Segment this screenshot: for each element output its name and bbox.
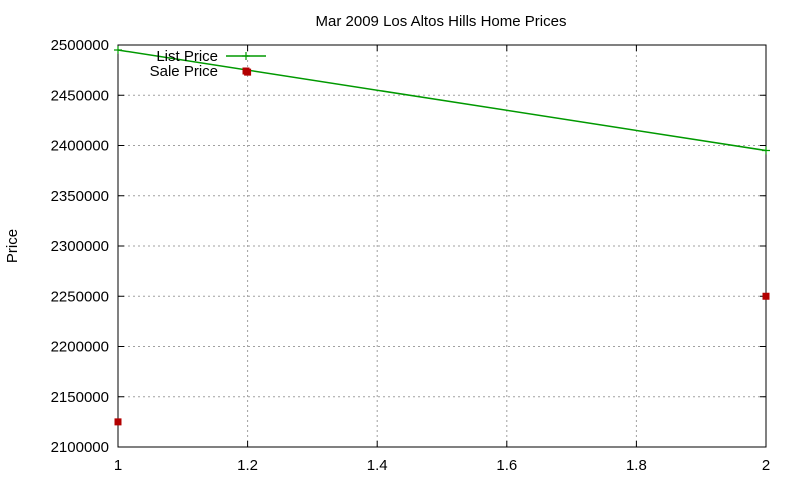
y-tick-label: 2100000	[51, 439, 109, 456]
data-point	[114, 418, 122, 426]
chart-title: Mar 2009 Los Altos Hills Home Prices	[316, 13, 567, 30]
x-tick-label: 1.6	[496, 457, 517, 474]
y-axis-label: Price	[4, 229, 21, 263]
y-tick-label: 2450000	[51, 87, 109, 104]
legend-label: Sale Price	[150, 63, 218, 80]
legend-label: List Price	[156, 48, 218, 65]
x-tick-label: 2	[762, 457, 770, 474]
y-tick-label: 2500000	[51, 37, 109, 54]
x-tick-label: 1.2	[237, 457, 258, 474]
grid	[118, 45, 766, 447]
plot-frame	[117, 44, 767, 448]
y-tick-label: 2400000	[51, 138, 109, 155]
y-tick-label: 2150000	[51, 389, 109, 406]
series	[114, 46, 770, 426]
data-point	[762, 292, 770, 300]
series-list-price	[114, 46, 770, 155]
data-point	[114, 46, 122, 55]
series-sale-price	[114, 68, 770, 426]
series-line	[117, 49, 767, 152]
legend-marker	[242, 67, 250, 75]
x-tick-label: 1.8	[626, 457, 647, 474]
x-tick-label: 1	[114, 457, 122, 474]
axis-ticks: 1 1.2 1.4 1.6 1.8 2 2100000 2150000 2200000 22500…	[51, 37, 771, 474]
y-tick-label: 2350000	[51, 188, 109, 205]
legend-marker	[242, 52, 250, 60]
x-tick-label: 1.4	[367, 457, 388, 474]
y-tick-label: 2300000	[51, 238, 109, 255]
data-point	[762, 146, 770, 155]
y-tick-label: 2250000	[51, 288, 109, 305]
y-tick-label: 2200000	[51, 339, 109, 356]
